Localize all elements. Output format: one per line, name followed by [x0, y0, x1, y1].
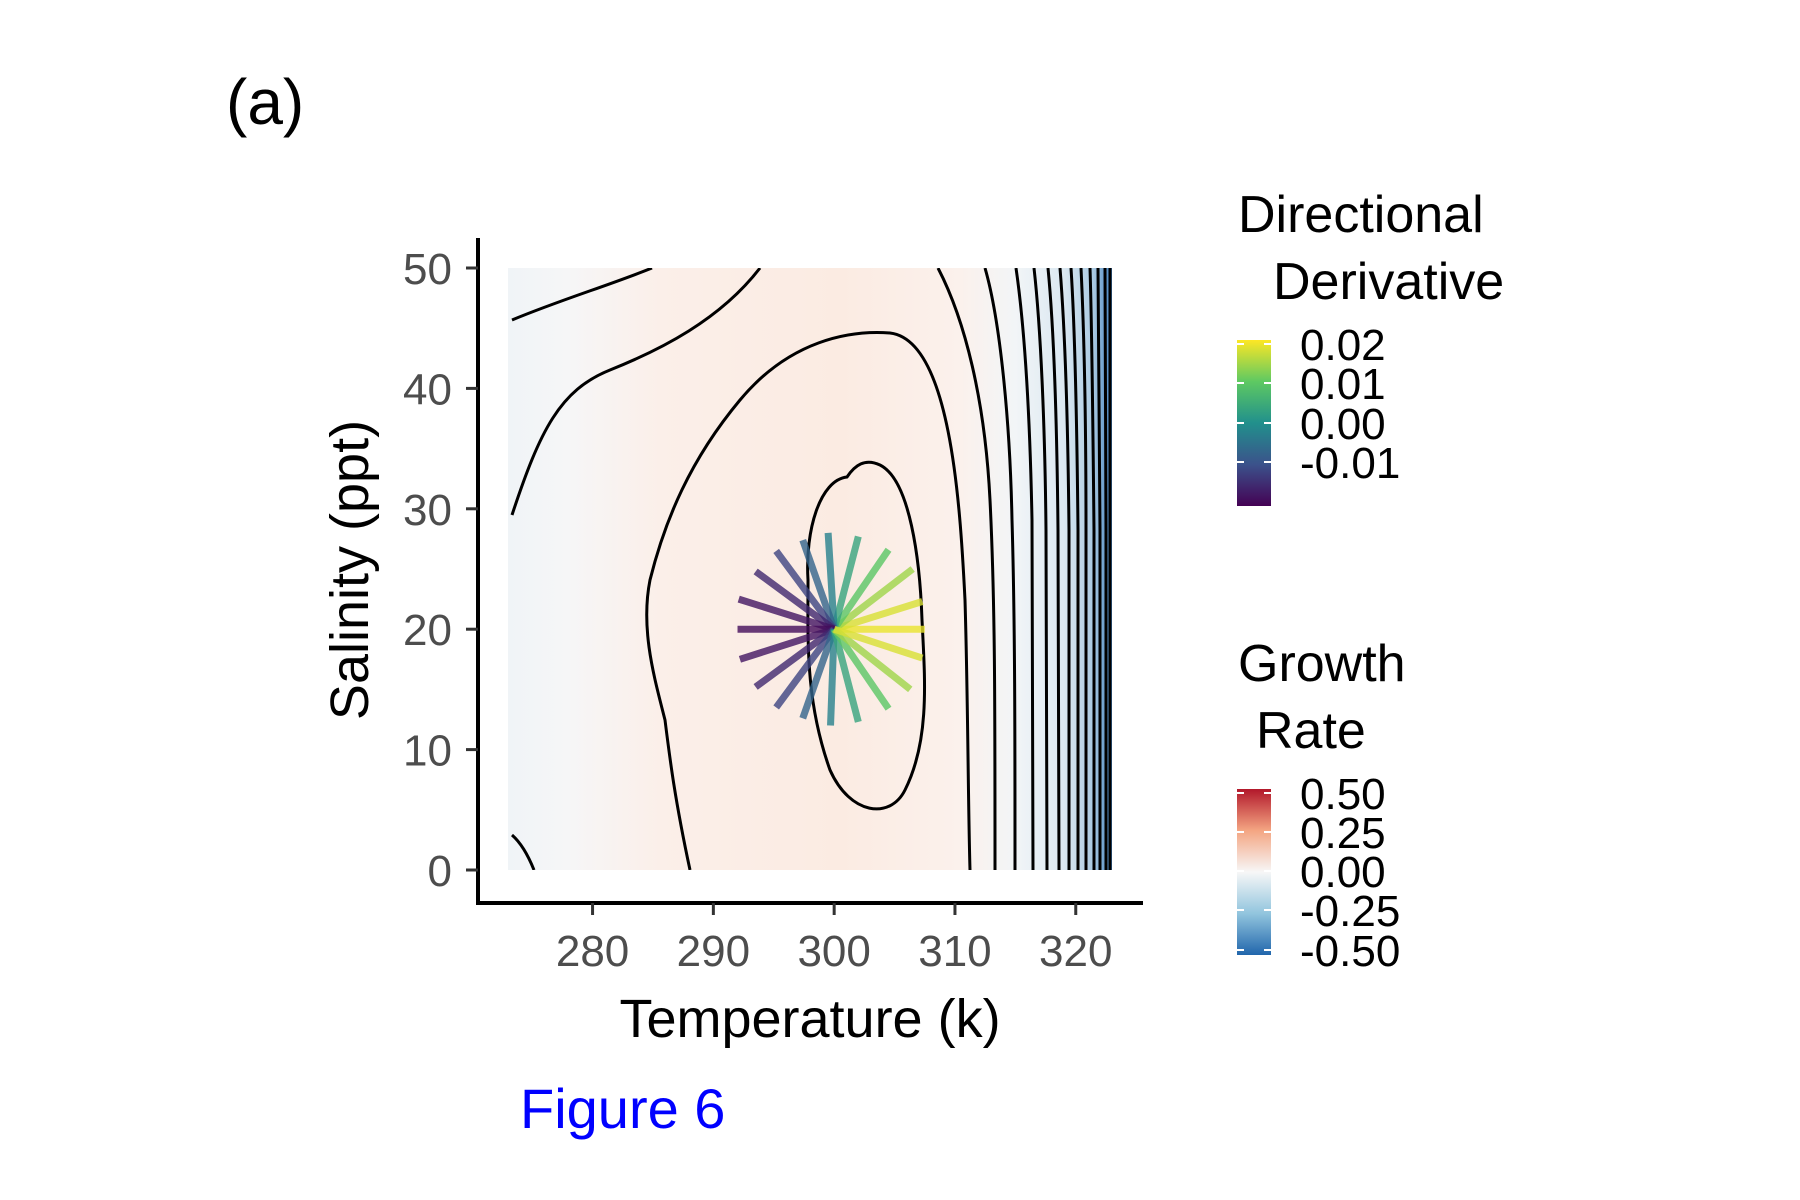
- legend-tick-label: 0.00: [1300, 400, 1386, 449]
- contour-line: [1088, 268, 1096, 870]
- y-tick-label: 20: [403, 606, 452, 655]
- x-tick-label: 310: [918, 927, 991, 976]
- contour-line: [1046, 268, 1061, 870]
- y-tick-label: 50: [403, 245, 452, 294]
- directional-derivative-line: [799, 538, 838, 631]
- contour-line: [1069, 268, 1080, 870]
- legend-title-line: Rate: [1256, 702, 1366, 760]
- legend-title-line: Derivative: [1273, 253, 1504, 311]
- directional-derivative-line: [833, 598, 924, 633]
- y-tick-label: 0: [428, 847, 452, 896]
- directional-derivative-line: [773, 627, 837, 710]
- directional-derivative-line: [773, 548, 837, 632]
- directional-derivative-line: [831, 626, 913, 693]
- contour-line: [806, 460, 927, 811]
- legend-tick-label: -0.01: [1300, 439, 1400, 488]
- x-axis-title: Temperature (k): [619, 989, 1000, 1049]
- contour-line: [1032, 268, 1049, 870]
- directional-derivative-line: [753, 626, 837, 690]
- legend-title-line: Directional: [1238, 186, 1484, 244]
- panel-label: (a): [226, 66, 304, 138]
- contour-line: [1079, 268, 1088, 870]
- legend-tick-label: 0.25: [1300, 809, 1386, 858]
- contour-line: [1103, 268, 1108, 870]
- y-tick-label: 40: [403, 365, 452, 414]
- y-tick-label: 30: [403, 486, 452, 535]
- contour-line: [510, 833, 536, 870]
- contour-line: [645, 331, 972, 870]
- x-ticks: 280 290 300 310 320: [556, 903, 1112, 976]
- x-tick-label: 320: [1039, 927, 1112, 976]
- legend-tick-label: 0.00: [1300, 848, 1386, 897]
- y-ticks: 0 10 20 30 40 50: [403, 245, 478, 896]
- directional-derivative-line: [831, 547, 892, 632]
- legend-tick-label: -0.25: [1300, 887, 1400, 936]
- contour-line: [983, 268, 1017, 870]
- legend-ticks: 0.020.010.00-0.01: [1237, 321, 1400, 488]
- contour-lines: [510, 268, 1112, 870]
- contour-line: [936, 268, 997, 870]
- legend-growth-rate: Growth Rate 0.500.250.00-0.25-0.50: [1237, 635, 1406, 976]
- contour-line: [1014, 268, 1035, 870]
- directional-derivative-line: [824, 532, 838, 630]
- directional-derivative-lines: [737, 532, 925, 726]
- legend-title-line: Growth: [1238, 635, 1406, 693]
- axes: 280 290 300 310 320 0 10 20 30 40 50: [403, 238, 1143, 976]
- contour-line: [510, 268, 762, 516]
- directional-derivative-line: [738, 625, 836, 663]
- y-tick-label: 10: [403, 727, 452, 776]
- x-tick-label: 300: [797, 927, 870, 976]
- x-tick-label: 290: [677, 927, 750, 976]
- legend-ticks: 0.500.250.00-0.25-0.50: [1237, 770, 1400, 976]
- x-tick-label: 280: [556, 927, 629, 976]
- directional-derivative-line: [833, 625, 924, 662]
- directional-derivative-line: [753, 568, 837, 633]
- contour-line: [1058, 268, 1071, 870]
- legend-tick-label: 0.02: [1300, 321, 1386, 370]
- directional-derivative-line: [799, 628, 838, 720]
- y-axis-title: Salinity (ppt): [320, 420, 380, 720]
- legend-tick-label: 0.50: [1300, 770, 1386, 819]
- directional-derivative-line: [832, 566, 915, 632]
- contour-line: [1096, 268, 1102, 870]
- legend-directional-derivative: Directional Derivative 0.020.010.00-0.01: [1237, 186, 1504, 506]
- figure-caption: Figure 6: [520, 1077, 725, 1140]
- directional-derivative-line: [831, 627, 892, 711]
- directional-derivative-line: [827, 629, 838, 726]
- directional-derivative-line: [830, 628, 862, 723]
- legend-tick-label: -0.50: [1300, 927, 1400, 976]
- legend-tick-label: 0.01: [1300, 360, 1386, 409]
- heatmap-field: [508, 268, 1112, 870]
- directional-derivative-line: [737, 595, 836, 633]
- contour-line: [511, 268, 653, 322]
- directional-derivative-line: [830, 535, 862, 631]
